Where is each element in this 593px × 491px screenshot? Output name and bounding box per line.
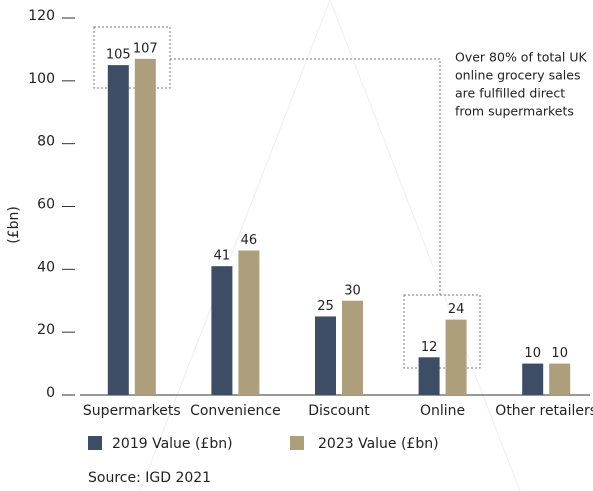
annotation: are fulfilled direct [455,86,565,101]
x-tick-label: Online [420,403,465,419]
value-label: 25 [317,299,334,314]
bar [549,363,571,395]
y-tick-label: 20 [37,322,55,338]
bar [342,300,363,395]
value-label: 24 [448,302,465,317]
value-label: 105 [106,48,131,63]
x-tick-label: Other retailers [495,403,593,419]
y-tick-label: 120 [28,8,55,24]
y-tick-label: 80 [37,134,55,150]
x-tick-label: Convenience [190,403,281,419]
background-lines [139,0,521,491]
value-label: 46 [241,233,258,248]
value-label: 10 [524,346,541,361]
legend-label: 2023 Value (£bn) [318,436,439,452]
value-label: 30 [344,283,361,298]
x-tick-label: Supermarkets [83,403,181,419]
legend-swatch [290,436,304,450]
bar [445,319,467,395]
x-tick-label: Discount [308,403,370,419]
annotation: online grocery sales [455,68,580,83]
annotation: from supermarkets [455,104,574,119]
source: Source: IGD 2021 [88,470,211,486]
y-tick-label: 40 [37,259,55,275]
bar [211,266,233,395]
bar [418,357,440,395]
y-tick-label: 0 [46,385,55,401]
value-label: 41 [214,249,231,264]
annotation: Over 80% of total UK [455,50,588,65]
bar [522,363,544,395]
legend-swatch [88,436,102,450]
y-axis-label: (£bn) [6,206,22,244]
bar [315,316,336,395]
bar [134,58,156,395]
y-tick-label: 100 [28,71,55,87]
bar [238,250,260,395]
bar [107,65,129,395]
value-label: 12 [421,340,438,355]
callout-lines [93,26,481,369]
value-label: 10 [551,346,568,361]
legend-label: 2019 Value (£bn) [112,436,233,452]
value-label: 107 [133,41,158,56]
y-tick-label: 60 [37,197,55,213]
